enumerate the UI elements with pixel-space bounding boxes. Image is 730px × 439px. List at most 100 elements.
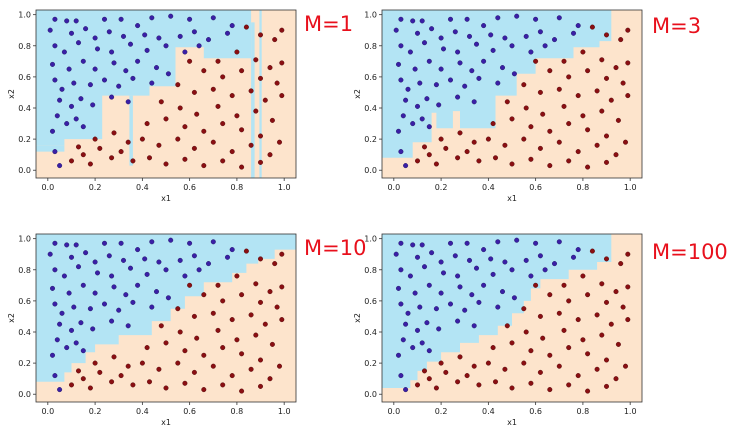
point-class0	[429, 250, 435, 256]
point-class0	[116, 307, 122, 313]
point-class1	[502, 366, 508, 372]
y-tick-label: 0.0	[18, 390, 31, 399]
x-tick-label: 0.6	[183, 183, 196, 192]
point-class0	[488, 32, 494, 38]
point-class0	[182, 49, 188, 55]
point-class1	[561, 282, 567, 288]
point-class1	[556, 86, 562, 92]
point-class0	[417, 304, 423, 310]
y-tick-label: 0.2	[364, 359, 377, 368]
point-class0	[54, 337, 60, 343]
point-class0	[424, 320, 430, 326]
scatter-plot-m100: 0.0 0.2 0.4 0.6 0.8 1.0 0.0 0.2 0.4 0.6 0.8 1.0 x1 x2	[353, 233, 643, 427]
point-class0	[52, 301, 58, 307]
point-class1	[613, 152, 619, 158]
point-class1	[243, 248, 249, 254]
point-class1	[438, 136, 444, 142]
point-class0	[398, 149, 404, 155]
x-tick-label: 0.4	[136, 407, 149, 416]
point-class1	[130, 158, 136, 164]
point-class0	[471, 99, 477, 105]
point-class0	[438, 290, 444, 296]
point-class1	[191, 89, 197, 95]
point-class0	[473, 41, 479, 47]
region-class1	[382, 10, 642, 178]
point-class0	[149, 239, 155, 245]
point-class1	[239, 388, 245, 394]
point-class0	[455, 318, 461, 324]
y-tick-label: 0.2	[18, 135, 31, 144]
point-class0	[462, 307, 468, 313]
point-class1	[492, 155, 498, 161]
panel-label-m100: M=100	[652, 240, 728, 264]
point-class0	[142, 32, 148, 38]
point-class1	[163, 116, 169, 122]
point-class0	[94, 270, 100, 276]
point-class1	[87, 161, 93, 167]
data-points	[47, 237, 285, 394]
point-class1	[547, 292, 553, 298]
point-class0	[509, 267, 515, 273]
point-class1	[163, 385, 169, 391]
y-tick-label: 1.0	[18, 235, 31, 244]
point-class1	[234, 337, 240, 343]
point-class1	[566, 121, 572, 127]
point-class1	[272, 261, 278, 267]
x-tick-label: 0.4	[482, 407, 495, 416]
point-class1	[490, 345, 496, 351]
point-class0	[528, 273, 534, 279]
point-class0	[66, 290, 72, 296]
y-tick-label: 0.8	[18, 42, 31, 51]
point-class1	[146, 379, 152, 385]
point-class0	[488, 256, 494, 262]
point-class0	[92, 290, 98, 296]
point-class0	[514, 13, 520, 19]
point-class0	[109, 318, 115, 324]
y-tick-label: 0.2	[364, 135, 377, 144]
point-class1	[566, 74, 572, 80]
point-class1	[575, 373, 581, 379]
point-class0	[83, 250, 89, 256]
point-class0	[187, 16, 193, 22]
point-class1	[625, 284, 631, 290]
point-class1	[156, 142, 162, 148]
y-tick-label: 1.0	[364, 235, 377, 244]
point-class1	[220, 74, 226, 80]
point-class0	[398, 43, 404, 49]
point-class0	[447, 240, 453, 246]
point-class1	[187, 58, 193, 64]
point-class1	[457, 354, 463, 360]
point-class0	[127, 265, 133, 271]
y-tick-label: 0.8	[364, 266, 377, 275]
data-points	[47, 13, 285, 170]
point-class1	[504, 323, 510, 329]
x-axis-label: x1	[507, 418, 517, 427]
point-class1	[234, 113, 240, 119]
point-class0	[410, 345, 416, 351]
point-class1	[455, 155, 461, 161]
x-tick-label: 0.2	[89, 183, 102, 192]
point-class1	[443, 145, 449, 151]
panel-label-m10: M=10	[304, 236, 367, 260]
x-tick-label: 0.8	[231, 183, 244, 192]
point-class0	[438, 66, 444, 72]
point-class0	[419, 340, 425, 346]
point-class0	[495, 304, 501, 310]
point-class1	[279, 251, 285, 257]
point-class0	[83, 26, 89, 32]
point-class0	[125, 99, 131, 105]
point-class0	[419, 116, 425, 122]
point-class0	[447, 77, 453, 83]
point-class1	[175, 82, 181, 88]
point-class0	[393, 27, 399, 33]
point-class1	[182, 348, 188, 354]
point-class0	[464, 16, 470, 22]
point-class0	[398, 240, 404, 246]
point-class1	[229, 373, 235, 379]
x-tick-label: 0.2	[435, 183, 448, 192]
point-class0	[476, 75, 482, 81]
point-class1	[585, 351, 591, 357]
point-class0	[59, 86, 65, 92]
point-class1	[585, 164, 591, 170]
scatter-plot-m3: 0.0 0.2 0.4 0.6 0.8 1.0 0.0 0.2 0.4 0.6 0.8 1.0 x1 x2	[353, 9, 643, 203]
